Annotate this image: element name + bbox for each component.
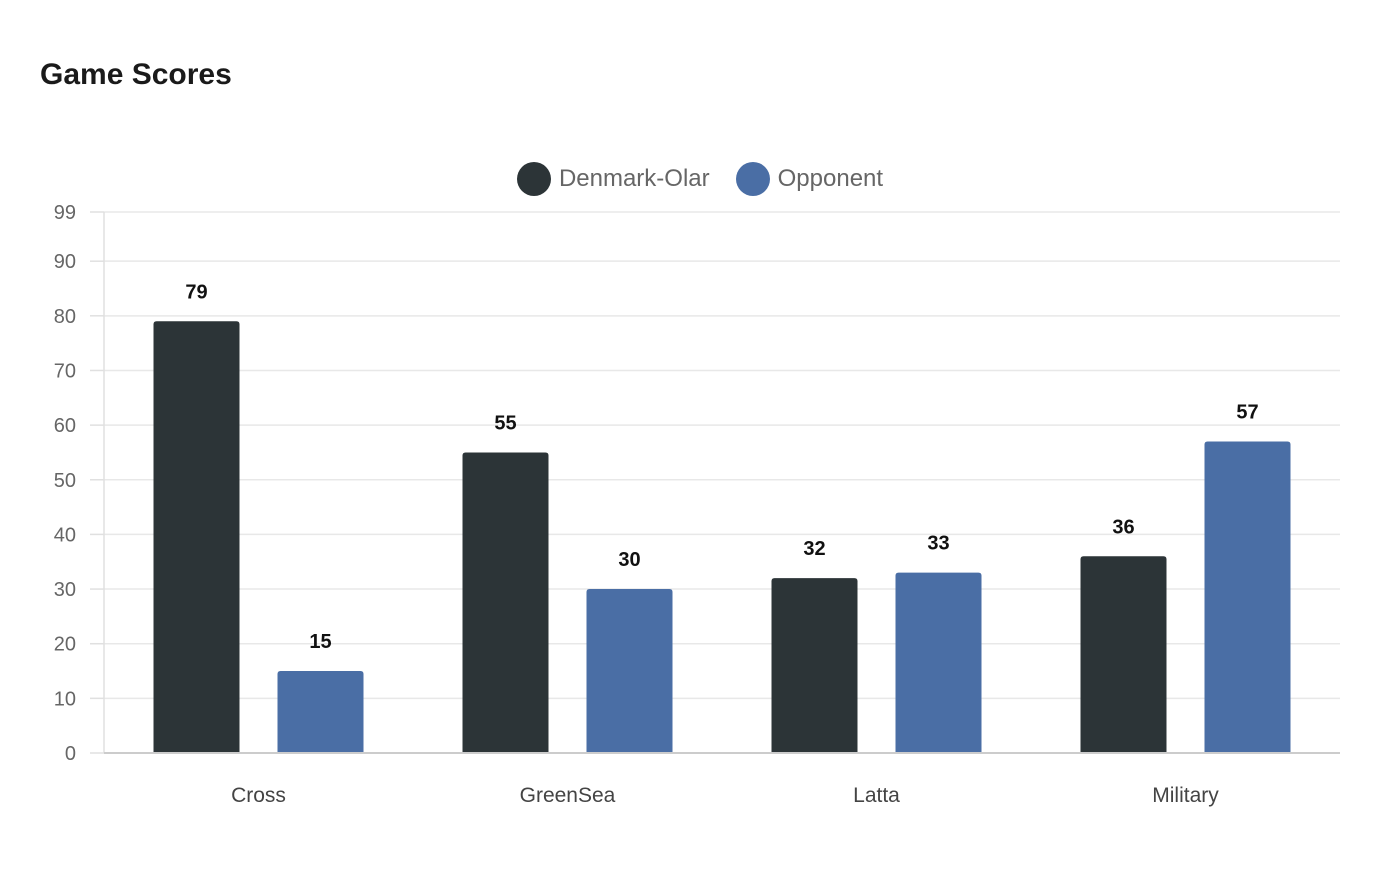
- value-label-cross-opponent: 15: [309, 631, 331, 653]
- legend: Denmark-Olar Opponent: [0, 162, 1400, 196]
- y-tick-label-60: 60: [54, 415, 76, 437]
- y-tick-label-0: 0: [65, 743, 76, 765]
- bar-military-denmark-olar[interactable]: [1080, 556, 1167, 753]
- y-tick-label-99: 99: [54, 202, 76, 224]
- legend-item-opponent[interactable]: Opponent: [735, 162, 884, 196]
- chart-title: Game Scores: [40, 58, 232, 91]
- x-tick-label-cross: Cross: [231, 784, 286, 807]
- value-label-greensea-opponent: 30: [618, 549, 640, 571]
- legend-label-opponent: Opponent: [777, 165, 884, 192]
- y-tick-label-10: 10: [54, 688, 76, 710]
- y-tick-label-50: 50: [54, 470, 76, 492]
- bar-cross-opponent[interactable]: [277, 671, 364, 753]
- bar-latta-opponent[interactable]: [895, 572, 982, 753]
- y-tick-label-40: 40: [54, 524, 76, 546]
- legend-swatch-denmark-olar: [516, 162, 551, 196]
- y-tick-label-20: 20: [54, 634, 76, 656]
- legend-label-denmark-olar: Denmark-Olar: [558, 165, 710, 192]
- y-tick-label-30: 30: [54, 579, 76, 601]
- bar-military-opponent[interactable]: [1204, 441, 1291, 753]
- y-tick-label-90: 90: [54, 251, 76, 273]
- bar-greensea-opponent[interactable]: [586, 589, 673, 753]
- bar-latta-denmark-olar[interactable]: [771, 578, 858, 753]
- value-label-latta-denmark-olar: 32: [803, 538, 825, 560]
- y-tick-label-80: 80: [54, 306, 76, 328]
- value-label-greensea-denmark-olar: 55: [494, 412, 516, 434]
- y-tick-label-70: 70: [54, 360, 76, 382]
- legend-item-denmark-olar[interactable]: Denmark-Olar: [516, 162, 710, 196]
- legend-swatch-opponent: [735, 162, 770, 196]
- value-label-latta-opponent: 33: [927, 533, 949, 555]
- x-tick-label-latta: Latta: [853, 784, 900, 807]
- x-tick-label-greensea: GreenSea: [520, 784, 616, 807]
- bar-cross-denmark-olar[interactable]: [153, 321, 240, 753]
- value-label-cross-denmark-olar: 79: [185, 281, 207, 303]
- value-label-military-opponent: 57: [1236, 402, 1258, 424]
- x-tick-label-military: Military: [1152, 784, 1219, 807]
- value-label-military-denmark-olar: 36: [1112, 516, 1134, 538]
- bar-greensea-denmark-olar[interactable]: [462, 452, 549, 753]
